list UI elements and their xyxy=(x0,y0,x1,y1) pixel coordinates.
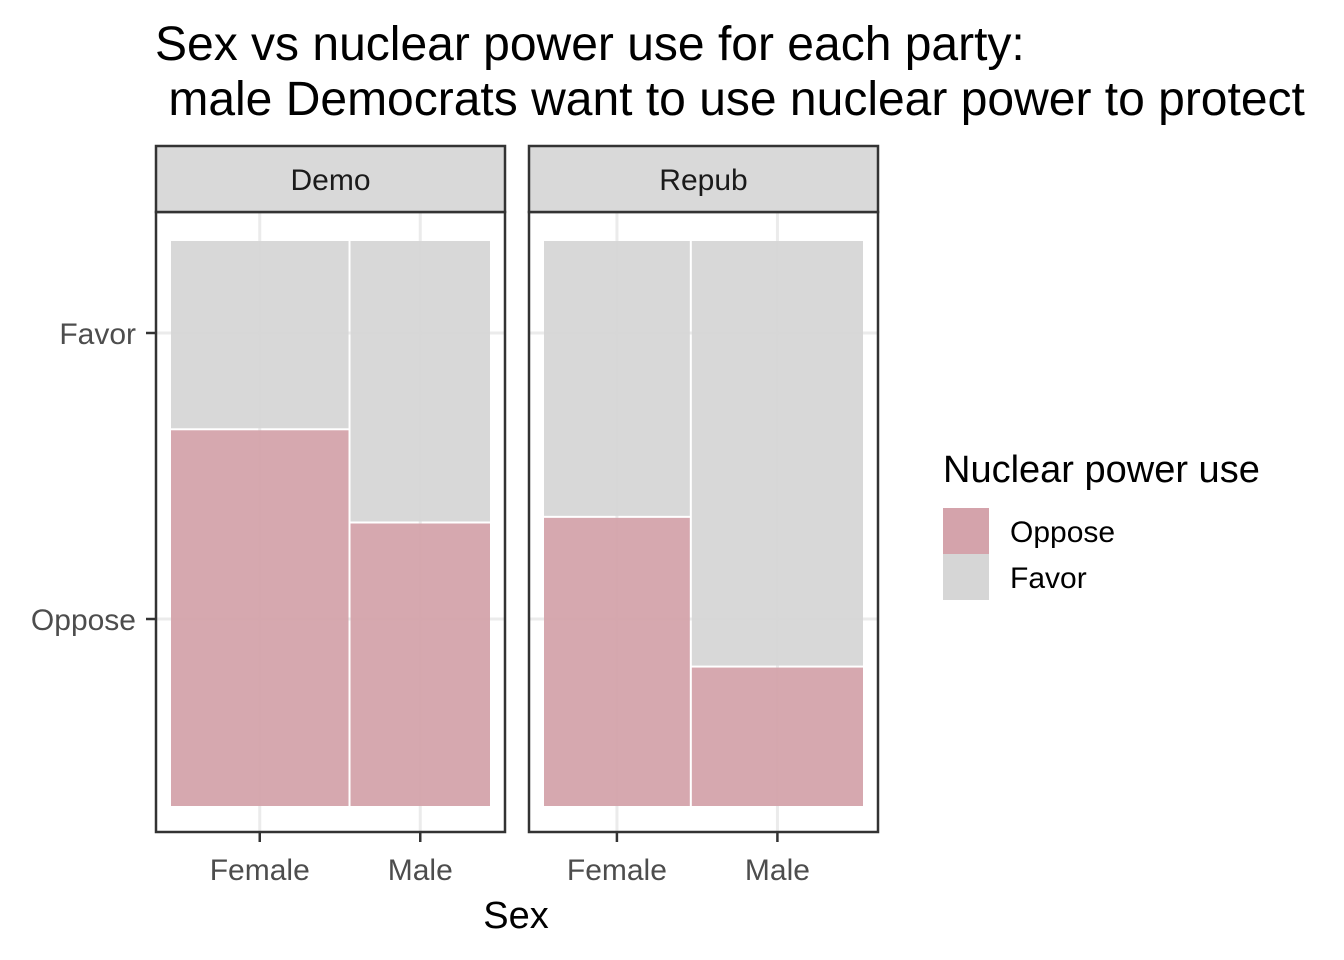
tile-oppose-demo-female xyxy=(171,430,349,806)
legend-label-favor: Favor xyxy=(1010,562,1087,595)
tile-oppose-demo-male xyxy=(350,523,490,806)
facet-panels: Demo Female Male Repub Female Male xyxy=(154,144,880,887)
legend-label-oppose: Oppose xyxy=(1010,516,1115,549)
y-axis: Favor Oppose xyxy=(31,318,156,637)
legend-key-favor xyxy=(943,554,989,600)
x-tick-label: Female xyxy=(567,854,667,887)
x-tick-label: Female xyxy=(210,854,310,887)
facet-strip-label: Repub xyxy=(659,164,747,197)
legend-title: Nuclear power use xyxy=(943,449,1260,491)
x-tick-label: Male xyxy=(745,854,810,887)
tile-favor-demo-female xyxy=(171,241,349,429)
tile-favor-repub-male xyxy=(691,241,863,666)
y-tick-label-favor: Favor xyxy=(59,318,136,351)
tile-oppose-repub-male xyxy=(691,667,863,806)
x-axis-title: Sex xyxy=(483,895,548,937)
tile-favor-demo-male xyxy=(350,241,490,522)
x-tick-label: Male xyxy=(388,854,453,887)
chart-title-line-2: male Democrats want to use nuclear power… xyxy=(155,73,1305,126)
panel-repub: Repub Female Male xyxy=(527,144,880,887)
legend-key-oppose xyxy=(943,508,989,554)
y-tick-label-oppose: Oppose xyxy=(31,604,136,637)
facet-strip-label: Demo xyxy=(290,164,370,197)
tile-oppose-repub-female xyxy=(544,517,690,806)
facet-strip xyxy=(154,144,507,214)
facet-strip xyxy=(527,144,880,214)
chart-title-line-1: Sex vs nuclear power use for each party: xyxy=(155,18,1025,71)
tile-favor-repub-female xyxy=(544,241,690,516)
panel-demo: Demo Female Male xyxy=(154,144,507,887)
legend: Nuclear power use Oppose Favor xyxy=(943,449,1260,600)
